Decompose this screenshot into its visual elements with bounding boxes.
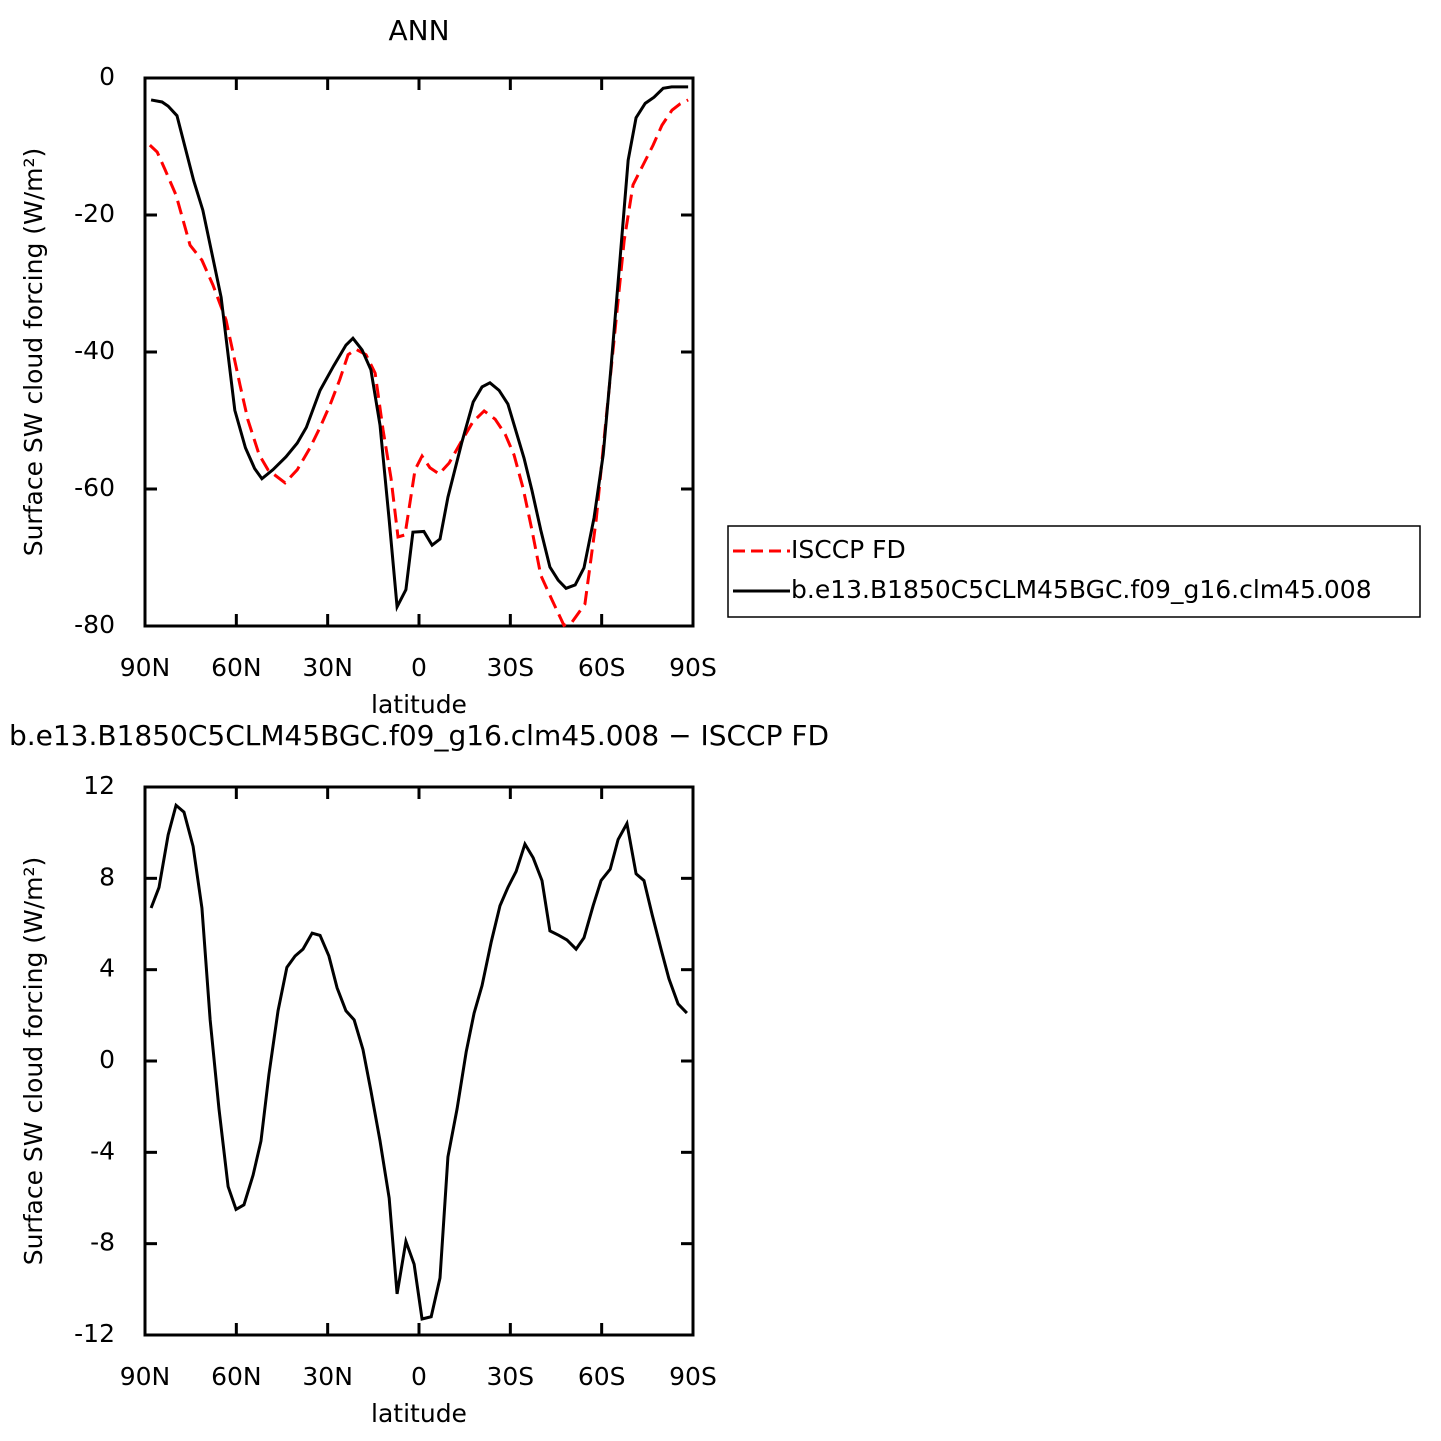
chart-title: b.e13.B1850C5CLM45BGC.f09_g16.clm45.008 … — [9, 719, 829, 752]
y-tick-label: -60 — [74, 473, 115, 502]
y-tick-label: 4 — [99, 954, 115, 983]
x-tick-label: 90N — [120, 1362, 171, 1391]
x-tick-label: 90S — [669, 653, 717, 682]
x-axis-label: latitude — [371, 1399, 467, 1428]
x-tick-label: 30N — [302, 653, 353, 682]
x-tick-label: 30S — [486, 1362, 534, 1391]
plot-frame — [143, 785, 695, 1337]
x-tick-label: 90S — [669, 1362, 717, 1391]
x-tick-label: 0 — [411, 1362, 427, 1391]
y-axis-label: Surface SW cloud forcing (W/m²) — [19, 148, 48, 557]
legend-label: b.e13.B1850C5CLM45BGC.f09_g16.clm45.008 — [791, 575, 1372, 604]
legend-label: ISCCP FD — [791, 535, 906, 564]
y-axis-label: Surface SW cloud forcing (W/m²) — [19, 857, 48, 1266]
x-tick-label: 30S — [486, 653, 534, 682]
x-tick-label: 60S — [578, 653, 626, 682]
legend-box — [727, 525, 1421, 618]
y-tick-label: 12 — [83, 771, 115, 800]
y-tick-label: 8 — [99, 862, 115, 891]
x-tick-label: 60S — [578, 1362, 626, 1391]
data-line — [148, 98, 689, 628]
x-tick-label: 0 — [411, 653, 427, 682]
y-tick-label: -8 — [90, 1228, 115, 1257]
chart-title: ANN — [388, 14, 449, 47]
y-tick-label: -20 — [74, 199, 115, 228]
x-axis-label: latitude — [371, 690, 467, 719]
y-tick-label: -4 — [90, 1136, 115, 1165]
plot-frame — [143, 76, 695, 628]
y-tick-label: -80 — [74, 610, 115, 639]
x-tick-label: 30N — [302, 1362, 353, 1391]
y-tick-label: 0 — [99, 62, 115, 91]
x-tick-label: 90N — [120, 653, 171, 682]
y-tick-label: -12 — [74, 1319, 115, 1348]
x-tick-label: 60N — [211, 1362, 262, 1391]
data-line — [150, 85, 689, 613]
y-tick-label: -40 — [74, 336, 115, 365]
y-tick-label: 0 — [99, 1045, 115, 1074]
x-tick-label: 60N — [211, 653, 262, 682]
data-line — [149, 802, 688, 1321]
